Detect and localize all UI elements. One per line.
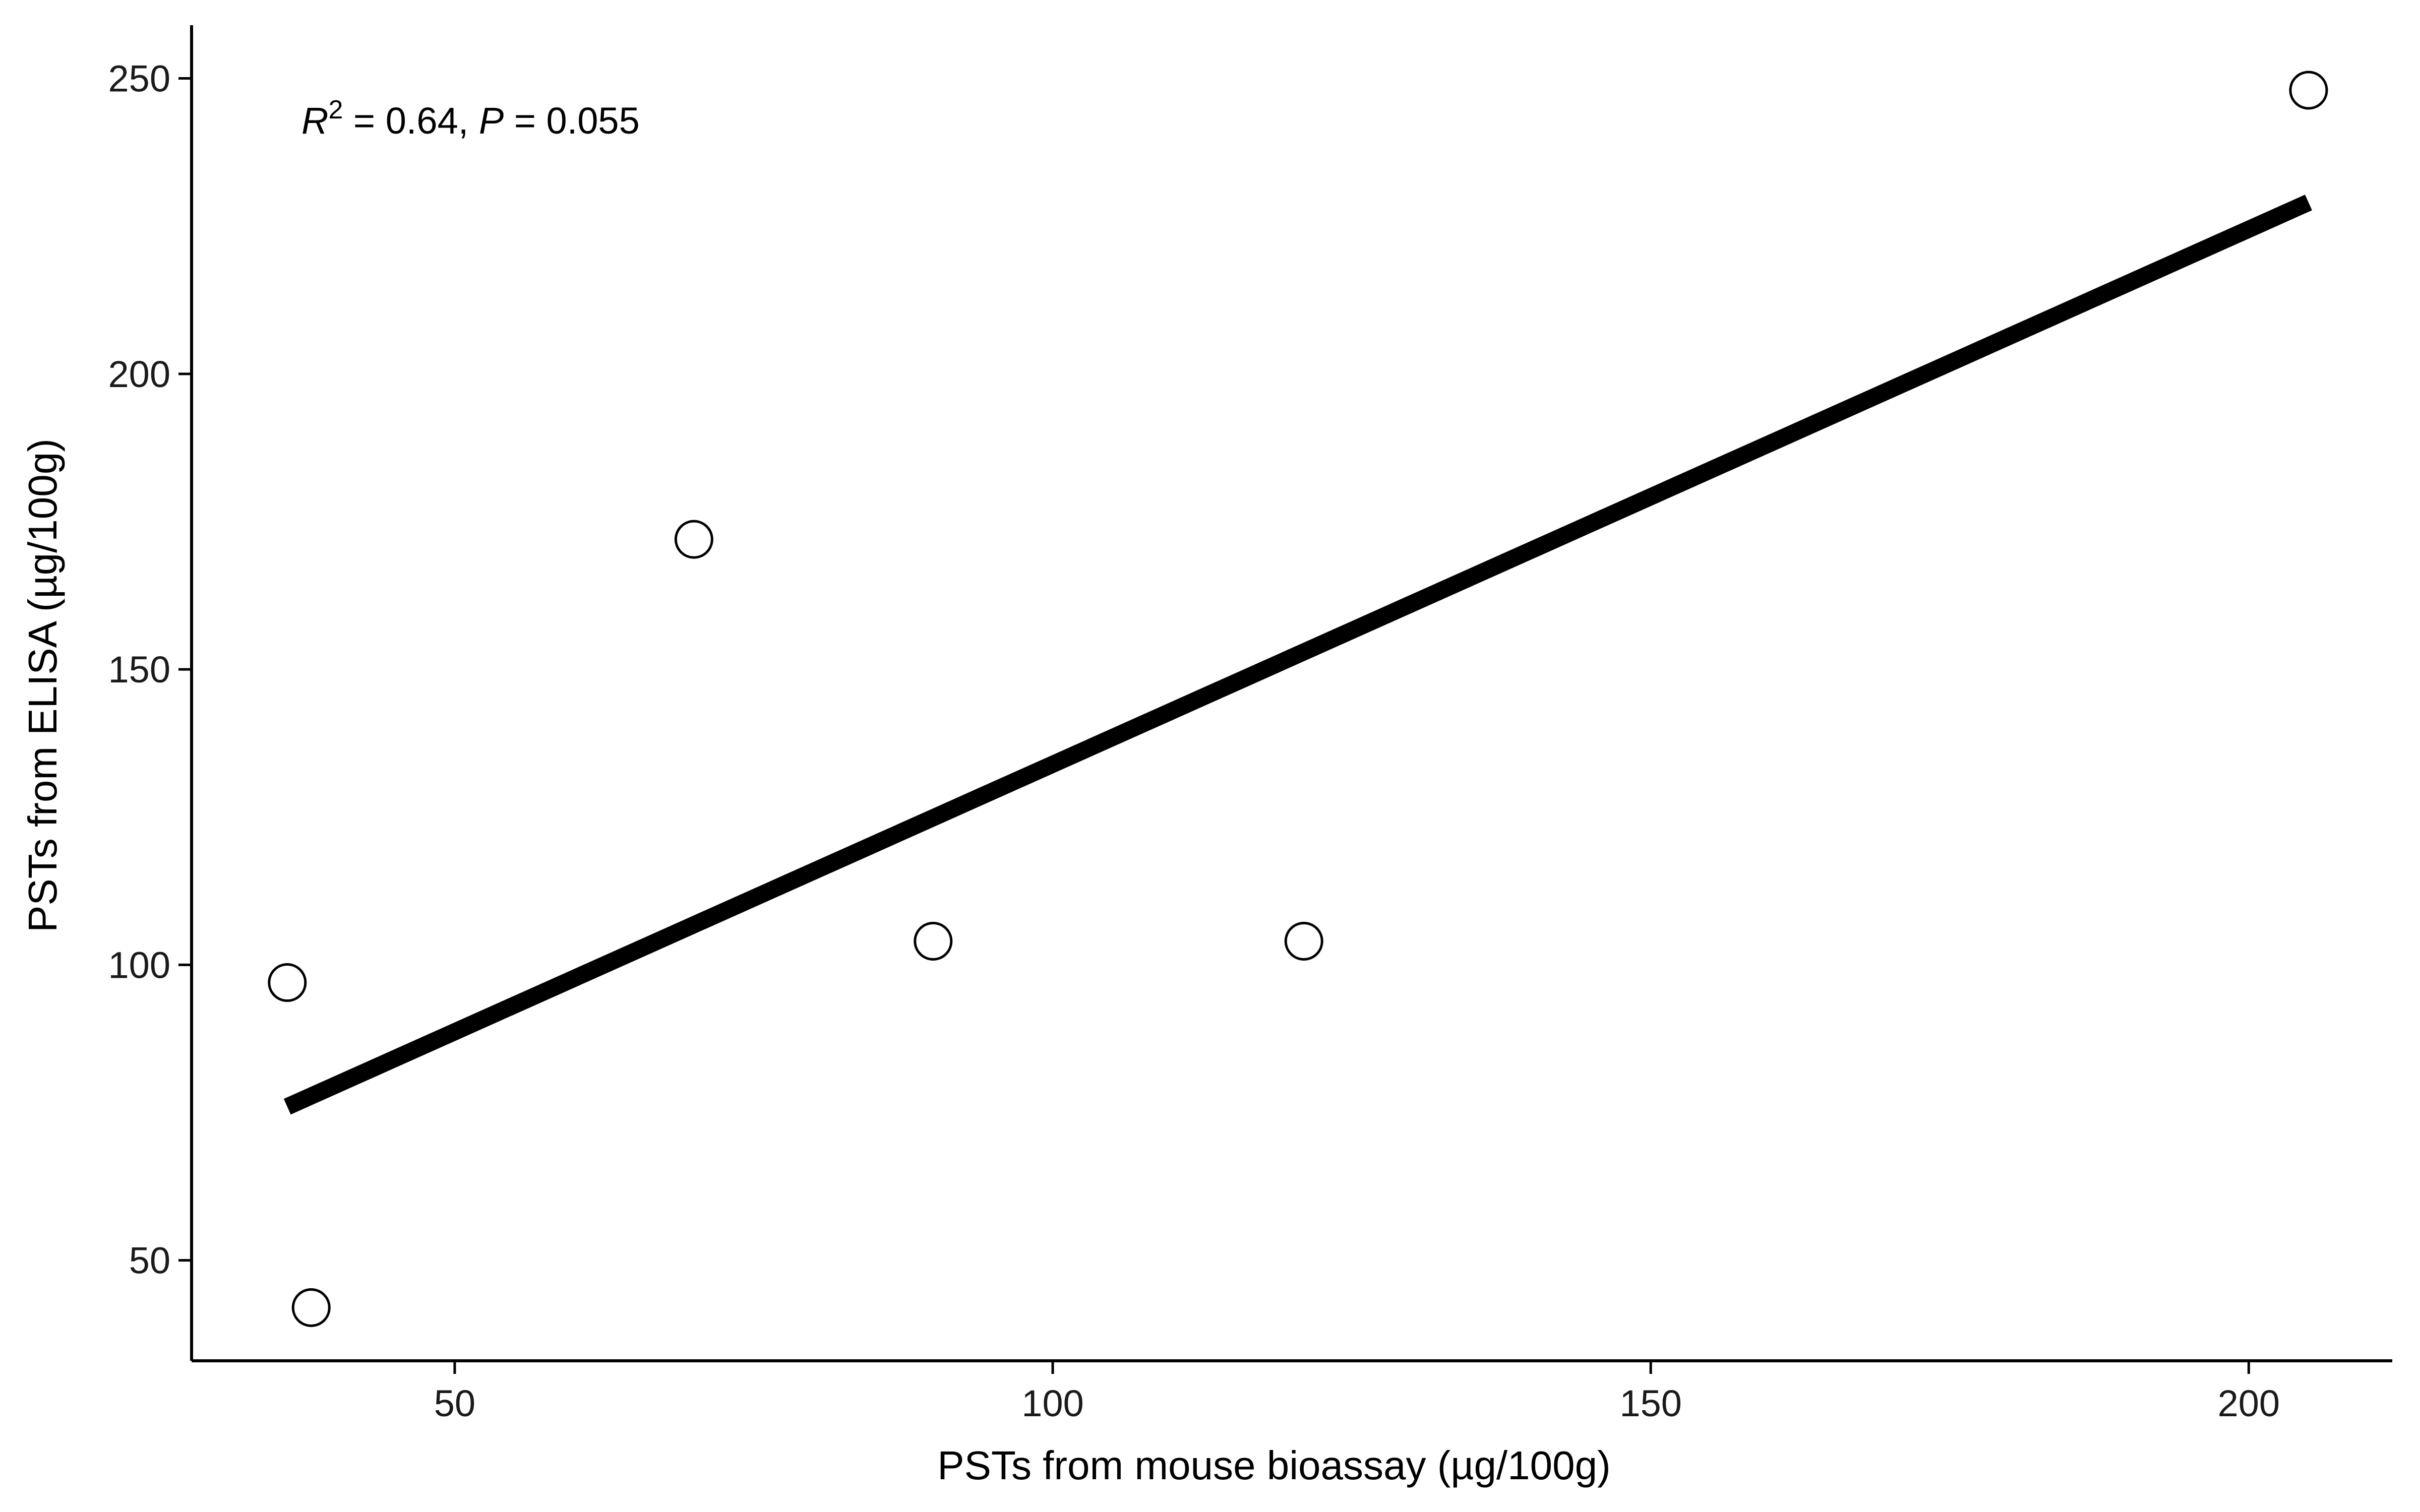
regression-line	[283, 195, 2312, 1115]
x-tick-label-200: 200	[2218, 1382, 2280, 1424]
y-tick-label-50: 50	[129, 1240, 170, 1282]
x-axis-ticks: 50 100 150 200	[434, 1361, 2280, 1424]
data-point-1	[268, 963, 307, 1002]
p-symbol: P	[479, 100, 504, 142]
x-tick-label-150: 150	[1619, 1382, 1681, 1424]
data-point-2	[291, 1288, 331, 1327]
data-point-5	[1284, 921, 1323, 961]
y-tick-label-150: 150	[108, 649, 170, 690]
data-point-4	[914, 921, 953, 961]
data-point-3	[674, 520, 713, 559]
y-tick-label-200: 200	[108, 353, 170, 395]
x-tick-label-50: 50	[434, 1382, 475, 1424]
r-squared-value: = 0.64,	[343, 100, 478, 142]
plot-area	[268, 71, 2328, 1327]
p-value: = 0.055	[504, 100, 640, 142]
r-squared-symbol: R	[301, 100, 328, 142]
y-tick-label-250: 250	[108, 58, 170, 100]
r-squared-exponent: 2	[328, 95, 343, 124]
y-axis-title: PSTs from ELISA (µg/100g)	[20, 438, 65, 932]
y-tick-label-100: 100	[108, 944, 170, 986]
axes	[190, 25, 2392, 1362]
stats-annotation: R2 = 0.64, P = 0.055	[301, 95, 640, 142]
data-point-6	[2289, 71, 2328, 110]
x-tick-label-100: 100	[1021, 1382, 1083, 1424]
x-axis-title: PSTs from mouse bioassay (µg/100g)	[937, 1443, 1611, 1488]
y-axis-ticks: 50 100 150 200 250	[108, 58, 192, 1282]
